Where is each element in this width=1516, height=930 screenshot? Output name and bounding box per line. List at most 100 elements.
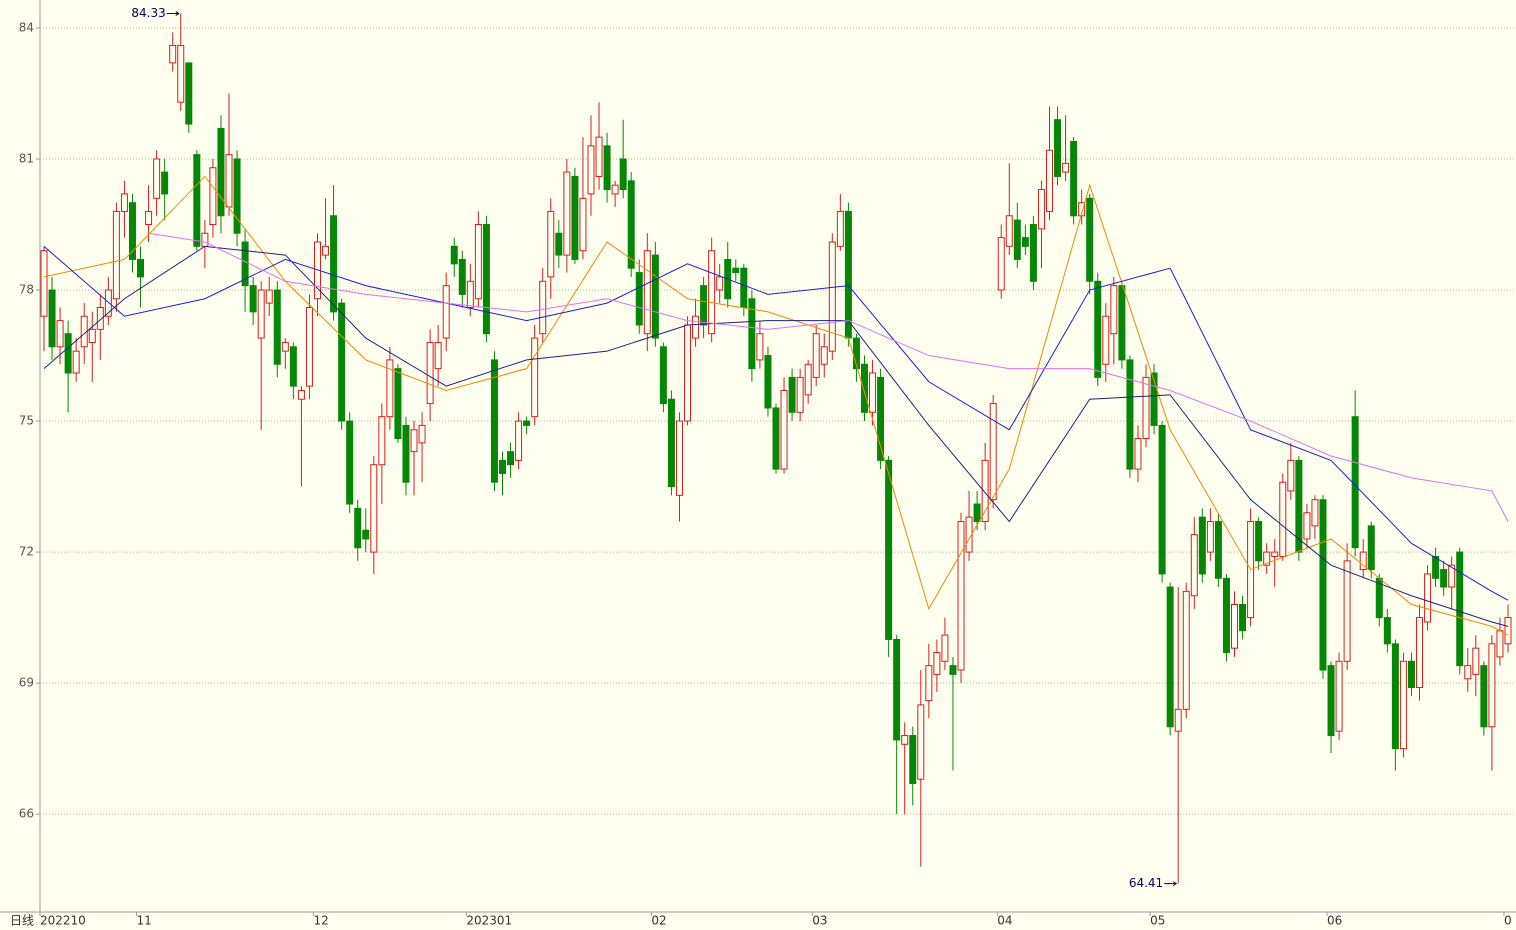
candle-body [804,363,812,396]
candle-body [989,403,997,501]
candle-body [1078,202,1086,217]
candle-body [386,359,394,418]
candle-body [1005,215,1013,247]
period-label: 日线 [10,914,34,928]
candle-body [1440,569,1448,588]
candle-body [740,267,748,308]
candle-body [941,634,949,662]
candle-body [1456,551,1464,667]
candle-body [1464,665,1472,680]
candle-body [434,341,442,370]
candle-body [225,154,233,208]
candle-body [700,285,708,326]
candle-body [949,665,957,675]
candle-body [1295,459,1303,553]
candle-body [1367,525,1375,571]
candle-body [1198,516,1206,575]
candle-body [627,180,635,269]
candle-body [820,346,828,365]
candle-body [466,280,474,308]
candle-body [394,368,402,440]
candle-body [450,245,458,265]
candle-body [474,224,482,300]
candle-body [128,202,136,260]
candle-body [120,193,128,212]
candle-body [531,337,539,418]
candle-body [1480,665,1488,728]
candle-body [684,324,692,422]
candle-body [257,289,265,339]
candle-body [1448,564,1456,588]
candle-body [1029,224,1037,282]
x-tick-label: 03 [812,914,827,928]
candle-body [732,267,740,274]
candle-body [410,429,418,453]
candle-body [112,210,120,300]
candle-body [917,704,925,780]
candle-body [571,175,579,260]
x-tick-label: 06 [1327,914,1342,928]
candle-body [1488,643,1496,728]
candle-body [844,210,852,339]
x-tick-label: 202210 [40,914,86,928]
candle-body [869,372,877,413]
candle-body [362,529,370,540]
candle-body [241,241,249,287]
candle-body [1158,424,1166,575]
annotation-arrowhead [1172,881,1178,887]
candle-body [667,398,675,488]
candle-body [1383,617,1391,645]
candle-body [1359,551,1367,571]
candle-body [265,289,273,304]
candle-body [1496,630,1504,658]
candle-body [1399,660,1407,750]
candle-body [96,306,104,330]
candle-body [1303,512,1311,540]
candle-body [748,298,756,370]
candle-body [933,652,941,675]
candle-body [1166,586,1174,728]
candle-body [893,638,901,741]
candle-body [137,258,145,278]
candle-body [346,420,354,505]
candle-body [812,333,820,378]
candle-body [828,241,836,352]
moving-average-line [43,245,1509,601]
candle-body [772,407,780,470]
candle-body [764,355,772,409]
x-tick-label: 202301 [466,914,512,928]
candle-body [997,237,1005,291]
candle-body [378,416,386,466]
candle-body [64,333,72,374]
candle-body [1062,162,1070,173]
x-tick-label: 02 [651,914,666,928]
candle-body [1126,359,1134,470]
candle-body [1271,551,1279,557]
candle-body [579,197,587,252]
candle-body [1013,219,1021,260]
candle-body [338,302,346,422]
annotation-label: 64.41 [1129,876,1163,890]
candle-body [370,464,378,553]
y-tick-label: 75 [19,414,34,428]
candle-body [1045,149,1053,212]
candle-body [499,459,507,474]
candle-body [88,328,96,343]
candle-body [1222,577,1230,654]
candle-body [611,184,619,195]
candle-body [48,289,56,348]
x-tick-label: 05 [1150,914,1165,928]
candle-body [547,210,555,278]
candle-body [193,154,201,247]
candle-body [1182,590,1190,710]
candle-body [169,44,177,64]
candle-body [651,254,659,339]
candle-body [209,167,217,226]
candle-body [587,145,595,195]
candle-body [72,350,80,374]
candle-body [185,62,193,125]
y-tick-label: 78 [19,283,34,297]
candle-body [442,285,450,339]
